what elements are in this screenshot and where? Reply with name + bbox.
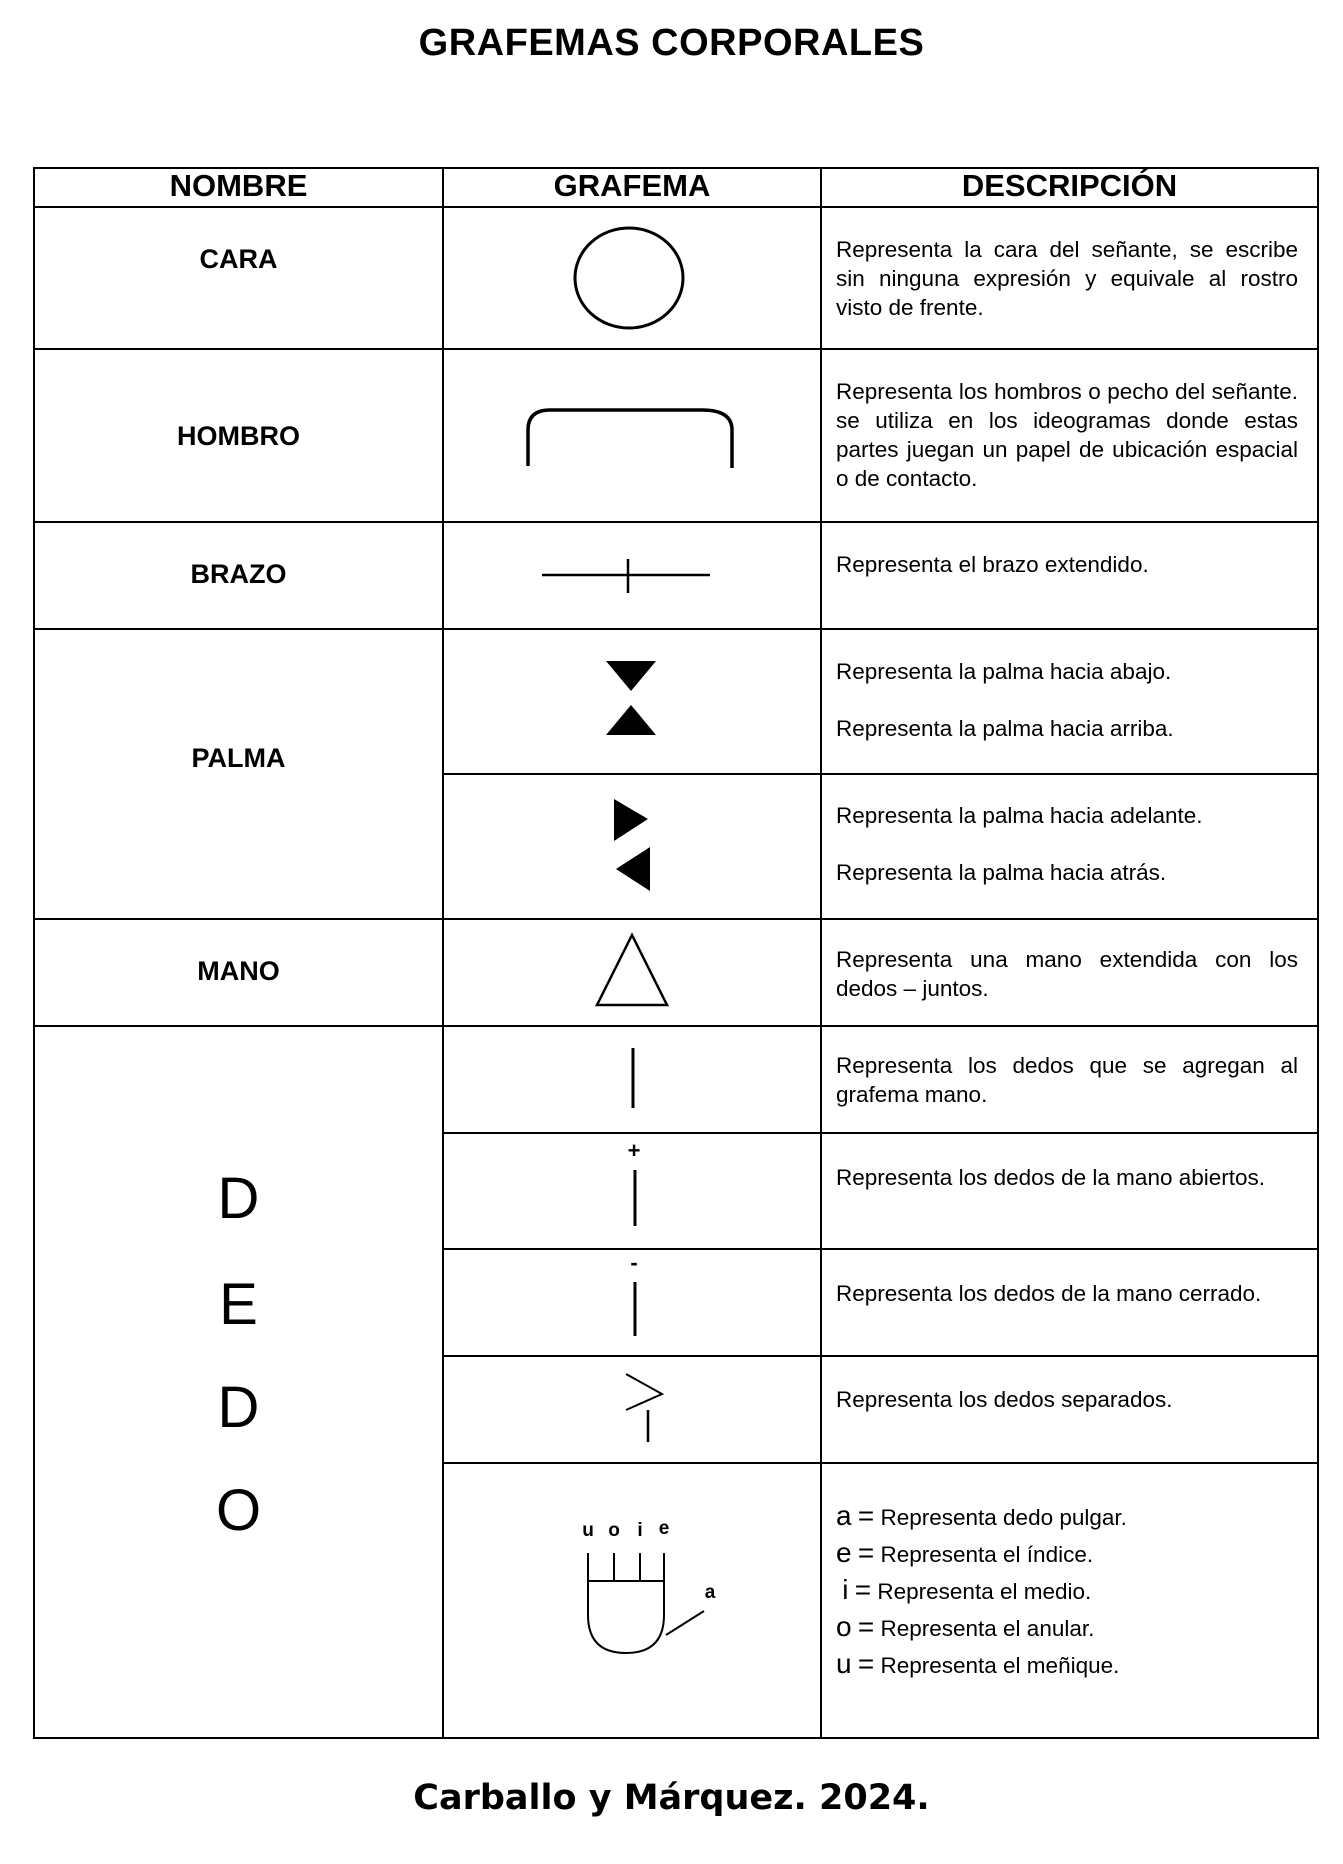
- legend-equals: =: [857, 1611, 875, 1642]
- row-desc-dedo-agregan: Representa los dedos que se agregan al g…: [836, 1053, 1298, 1107]
- page-title: GRAFEMAS CORPORALES: [418, 22, 925, 64]
- finger-grapheme-icon: [631, 1048, 635, 1108]
- row-name-palma: PALMA: [191, 743, 286, 773]
- fingers-closed-grapheme-icon: [633, 1282, 637, 1336]
- row-desc-palma-atras: Representa la palma hacia atrás.: [836, 860, 1167, 885]
- plus-sign: +: [627, 1138, 641, 1163]
- dedo-letter-e: E: [219, 1272, 258, 1337]
- header-descripcion: DESCRIPCIÓN: [961, 168, 1178, 203]
- row-name-mano: MANO: [197, 956, 280, 986]
- finger-legend: a = Representa dedo pulgar. e = Represen…: [836, 1498, 1298, 1683]
- row-desc-dedo-abiertos: Representa los dedos de la mano abiertos…: [836, 1165, 1266, 1190]
- finger-label-i: i: [637, 1520, 643, 1541]
- legend-line: o = Representa el anular.: [836, 1609, 1298, 1646]
- header-nombre: NOMBRE: [169, 168, 308, 203]
- legend-equals: =: [857, 1648, 875, 1679]
- row-desc-palma-arriba: Representa la palma hacia arriba.: [836, 716, 1174, 741]
- palm-down-up-grapheme-icon: [606, 661, 656, 735]
- finger-label-a: a: [704, 1582, 716, 1603]
- legend-key: e: [836, 1537, 852, 1568]
- legend-line: e = Representa el índice.: [836, 1535, 1298, 1572]
- row-desc-palma-abajo: Representa la palma hacia abajo.: [836, 659, 1172, 684]
- citation-footer: Carballo y Márquez. 2024.: [413, 1778, 930, 1818]
- legend-key: o: [836, 1611, 852, 1642]
- row-desc-mano: Representa una mano extendida con los de…: [836, 947, 1298, 1001]
- face-grapheme-icon: [573, 226, 685, 330]
- minus-sign: -: [630, 1250, 638, 1275]
- hand-grapheme-icon: [594, 932, 670, 1007]
- row-desc-dedo-cerrado: Representa los dedos de la mano cerrado.: [836, 1281, 1262, 1306]
- palm-forward-back-grapheme-icon: [614, 799, 650, 891]
- legend-key: a: [836, 1500, 852, 1531]
- legend-text: Representa el meñique.: [880, 1653, 1120, 1678]
- header-grafema: GRAFEMA: [553, 168, 711, 203]
- legend-key: i: [842, 1574, 849, 1605]
- legend-line: a = Representa dedo pulgar.: [836, 1498, 1298, 1535]
- shoulder-grapheme-icon: [526, 408, 734, 468]
- row-name-cara: CARA: [199, 244, 278, 274]
- finger-label-e: e: [658, 1518, 670, 1539]
- row-desc-cara: Representa la cara del señante, se escri…: [836, 237, 1298, 320]
- dedo-letter-d1: D: [217, 1166, 260, 1231]
- finger-label-o: o: [608, 1520, 620, 1541]
- legend-key: u: [836, 1648, 852, 1679]
- legend-line: u = Representa el meñique.: [836, 1646, 1298, 1683]
- legend-text: Representa el medio.: [877, 1579, 1092, 1604]
- finger-label-u: u: [582, 1520, 594, 1541]
- arm-grapheme-icon: [542, 559, 710, 593]
- legend-text: Representa dedo pulgar.: [880, 1505, 1127, 1530]
- row-desc-hombro: Representa los hombros o pecho del señan…: [836, 379, 1298, 491]
- legend-equals: =: [857, 1500, 875, 1531]
- legend-equals: =: [854, 1574, 872, 1605]
- row-desc-palma-adelante: Representa la palma hacia adelante.: [836, 803, 1203, 828]
- row-desc-dedo-separados: Representa los dedos separados.: [836, 1387, 1173, 1412]
- hand-fingers-diagram-icon: [587, 1553, 705, 1655]
- legend-text: Representa el índice.: [880, 1542, 1094, 1567]
- dedo-letter-o: O: [215, 1478, 262, 1543]
- legend-text: Representa el anular.: [880, 1616, 1095, 1641]
- fingers-separated-grapheme-icon: [625, 1373, 665, 1442]
- row-name-brazo: BRAZO: [190, 559, 287, 589]
- legend-line: i = Representa el medio.: [836, 1572, 1298, 1609]
- row-desc-brazo: Representa el brazo extendido.: [836, 552, 1149, 577]
- fingers-open-grapheme-icon: [633, 1170, 637, 1226]
- legend-equals: =: [857, 1537, 875, 1568]
- row-name-hombro: HOMBRO: [177, 421, 300, 451]
- dedo-letter-d2: D: [217, 1375, 260, 1440]
